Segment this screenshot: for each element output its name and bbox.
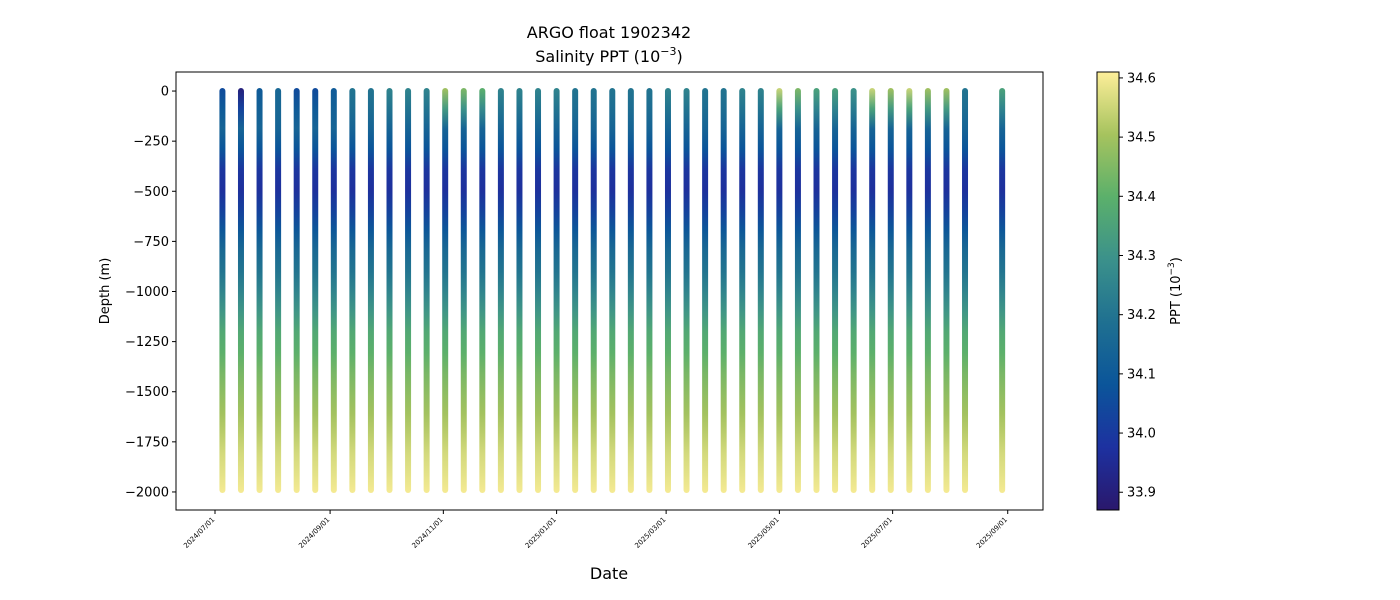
- profile-column: [553, 88, 560, 493]
- profile-column: [813, 88, 820, 493]
- colorbar-tick-label: 34.4: [1127, 190, 1156, 205]
- profile-column: [237, 88, 244, 493]
- colorbar: [1096, 71, 1120, 511]
- plot-marks: [219, 88, 1006, 493]
- profile-column: [479, 88, 486, 493]
- y-tick-label: −500: [133, 185, 169, 200]
- y-axis-label: Depth (m): [98, 258, 113, 325]
- chart-title: ARGO float 1902342: [527, 23, 691, 42]
- y-tick-label: 0: [161, 85, 169, 100]
- x-tick-label: 2024/09/01: [297, 516, 331, 550]
- y-axis: 0 −250 −500 −750 −1000 −1250 −1500 −1750 −2000: [125, 85, 176, 500]
- profile-column: [275, 88, 282, 493]
- profile-column: [850, 88, 857, 493]
- colorbar-label: PPT (10−3): [1167, 257, 1184, 325]
- profile-column: [367, 88, 374, 493]
- profile-column: [924, 88, 931, 493]
- profile-column: [832, 88, 839, 493]
- x-tick-label: 2025/03/01: [633, 516, 667, 550]
- profile-column: [312, 88, 319, 493]
- profile-column: [386, 88, 393, 493]
- y-tick-label: −1000: [125, 285, 169, 300]
- x-tick-label: 2025/09/01: [975, 516, 1009, 550]
- colorbar-label-exponent: −3: [1167, 262, 1177, 275]
- profile-column: [293, 88, 300, 493]
- profile-column: [256, 88, 263, 493]
- profile-column: [460, 88, 467, 493]
- colorbar-tick-label: 34.3: [1127, 249, 1156, 264]
- profile-column: [535, 88, 542, 493]
- x-axis: 2024/07/01 2024/09/01 2024/11/01 2025/01/01…: [182, 510, 1009, 550]
- profile-column: [702, 88, 709, 493]
- colorbar-axis: 33.9 34.0 34.1 34.2 34.3 34.4 34.5 34.6: [1119, 71, 1156, 501]
- profile-column: [887, 88, 894, 493]
- profile-column: [330, 88, 337, 493]
- profile-column: [794, 88, 801, 493]
- profile-column: [943, 88, 950, 493]
- profile-column: [720, 88, 727, 493]
- profile-column: [999, 88, 1006, 493]
- profile-column: [609, 88, 616, 493]
- x-tick-label: 2025/05/01: [747, 516, 781, 550]
- chart-subtitle: Salinity PPT (10−3): [535, 45, 683, 66]
- profile-column: [405, 88, 412, 493]
- y-tick-label: −750: [133, 235, 169, 250]
- colorbar-label-text: PPT (10: [1169, 275, 1184, 324]
- profile-column: [757, 88, 764, 493]
- colorbar-tick-label: 34.6: [1127, 71, 1156, 86]
- x-axis-label: Date: [590, 564, 628, 583]
- colorbar-tick-label: 34.0: [1127, 427, 1156, 442]
- y-tick-label: −1250: [125, 335, 169, 350]
- profile-column: [776, 88, 783, 493]
- profile-column: [219, 88, 226, 493]
- plot-frame: [175, 71, 1044, 511]
- profile-column: [627, 88, 634, 493]
- profile-column: [869, 88, 876, 493]
- colorbar-label-close: ): [1169, 257, 1184, 262]
- x-tick-label: 2024/11/01: [411, 516, 445, 550]
- profile-column: [442, 88, 449, 493]
- subtitle-text: Salinity PPT (10: [535, 47, 660, 66]
- profile-column: [664, 88, 671, 493]
- x-tick-label: 2025/07/01: [860, 516, 894, 550]
- profile-column: [683, 88, 690, 493]
- profile-column: [906, 88, 913, 493]
- subtitle-close: ): [677, 47, 683, 66]
- subtitle-exponent: −3: [660, 45, 676, 58]
- y-tick-label: −1750: [125, 435, 169, 450]
- colorbar-tick-label: 34.1: [1127, 367, 1156, 382]
- profile-column: [516, 88, 523, 493]
- y-tick-label: −250: [133, 135, 169, 150]
- y-tick-label: −2000: [125, 485, 169, 500]
- profile-column: [646, 88, 653, 493]
- x-tick-label: 2025/01/01: [524, 516, 558, 550]
- profile-column: [423, 88, 430, 493]
- profile-column: [739, 88, 746, 493]
- profile-column: [497, 88, 504, 493]
- profile-column: [572, 88, 579, 493]
- x-tick-label: 2024/07/01: [182, 516, 216, 550]
- profile-column: [962, 88, 969, 493]
- y-tick-label: −1500: [125, 385, 169, 400]
- colorbar-tick-label: 33.9: [1127, 486, 1156, 501]
- profile-column: [590, 88, 597, 493]
- colorbar-tick-label: 34.2: [1127, 308, 1156, 323]
- colorbar-tick-label: 34.5: [1127, 131, 1156, 146]
- profile-column: [349, 88, 356, 493]
